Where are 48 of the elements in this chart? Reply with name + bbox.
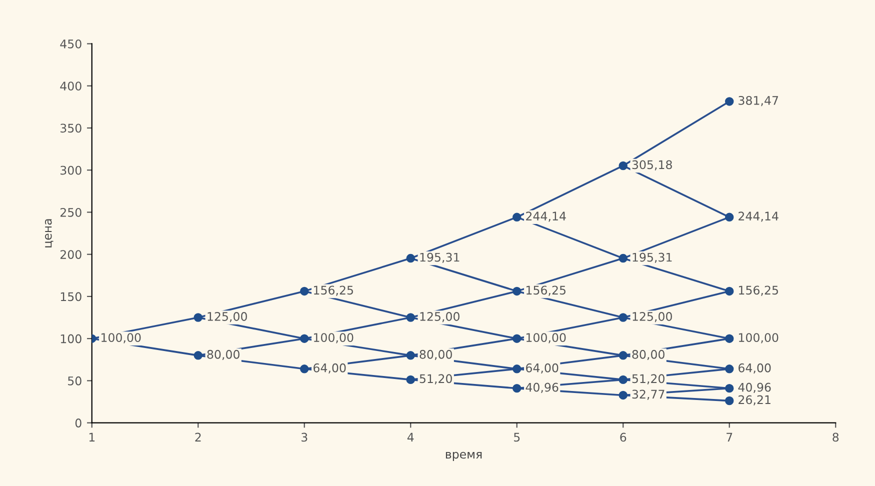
x-tick-label: 8 xyxy=(832,432,839,442)
y-tick-label: 0 xyxy=(75,418,82,428)
data-label: 305,18 xyxy=(632,160,672,170)
data-label: 80,00 xyxy=(207,350,240,360)
data-label: 125,00 xyxy=(632,312,672,322)
y-tick-label: 400 xyxy=(60,82,82,91)
data-label: 40,96 xyxy=(526,382,558,393)
data-label: 40,96 xyxy=(738,382,771,393)
data-label: 125,00 xyxy=(208,312,247,322)
data-label: 244,14 xyxy=(526,212,566,222)
y-tick-label: 300 xyxy=(60,166,82,175)
data-label: 80,00 xyxy=(420,350,452,360)
x-tick-label: 4 xyxy=(407,432,414,442)
data-label: 381,47 xyxy=(738,96,778,106)
y-tick-label: 250 xyxy=(60,208,82,217)
data-label: 80,00 xyxy=(632,350,664,360)
x-tick-label: 7 xyxy=(726,432,732,442)
data-label: 64,00 xyxy=(526,363,558,374)
data-label: 100,00 xyxy=(526,333,566,344)
data-label: 64,00 xyxy=(314,363,346,374)
x-axis-title: время xyxy=(446,452,482,461)
data-label: 32,77 xyxy=(632,390,664,400)
data-label: 244,14 xyxy=(738,212,778,222)
y-axis-title: цена xyxy=(44,219,54,248)
data-label: 156,25 xyxy=(314,286,353,296)
data-label: 195,31 xyxy=(632,252,672,263)
data-label: 64,00 xyxy=(738,363,771,374)
x-tick-label: 5 xyxy=(514,432,520,442)
y-tick-label: 350 xyxy=(60,124,82,133)
data-label: 100,00 xyxy=(314,333,354,344)
data-label: 51,20 xyxy=(632,374,664,384)
y-tick-label: 200 xyxy=(60,250,82,259)
y-tick-label: 100 xyxy=(60,334,82,344)
y-tick-label: 450 xyxy=(60,39,82,48)
data-label: 195,31 xyxy=(420,252,460,263)
data-label: 51,20 xyxy=(420,374,452,384)
x-tick-label: 2 xyxy=(195,432,201,442)
y-tick-label: 50 xyxy=(68,376,82,386)
data-label: 26,21 xyxy=(738,395,770,406)
x-tick-label: 1 xyxy=(89,432,95,442)
x-tick-label: 6 xyxy=(620,432,626,442)
y-tick-label: 150 xyxy=(60,292,82,302)
data-label: 100,00 xyxy=(739,333,778,344)
data-label: 125,00 xyxy=(420,312,460,322)
data-label: 100,00 xyxy=(102,333,141,344)
data-label: 156,25 xyxy=(526,286,566,296)
data-label: 156,25 xyxy=(739,286,778,296)
x-tick-label: 3 xyxy=(302,432,308,442)
